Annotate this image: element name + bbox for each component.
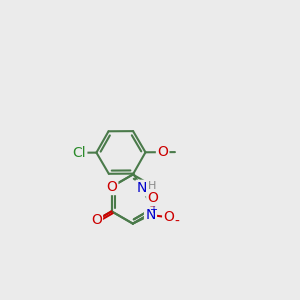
Text: N: N bbox=[136, 181, 147, 195]
Text: O: O bbox=[106, 180, 117, 194]
Text: -: - bbox=[174, 214, 179, 228]
Text: H: H bbox=[148, 181, 156, 190]
Text: O: O bbox=[164, 210, 174, 224]
Text: O: O bbox=[91, 213, 102, 227]
Text: O: O bbox=[148, 191, 158, 205]
Text: +: + bbox=[149, 205, 158, 215]
Text: N: N bbox=[145, 208, 156, 222]
Text: O: O bbox=[157, 145, 168, 159]
Text: Cl: Cl bbox=[72, 146, 86, 160]
